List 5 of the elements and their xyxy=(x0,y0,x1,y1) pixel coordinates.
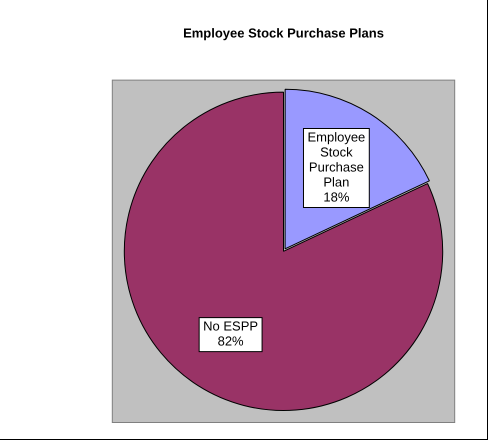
slice-label: No ESPP xyxy=(203,318,258,334)
slice-label: Employee Stock Purchase Plan xyxy=(307,130,366,190)
chart-title: Employee Stock Purchase Plans xyxy=(183,25,384,40)
data-label: 82% xyxy=(218,334,244,349)
data-label: 18% xyxy=(323,190,350,205)
